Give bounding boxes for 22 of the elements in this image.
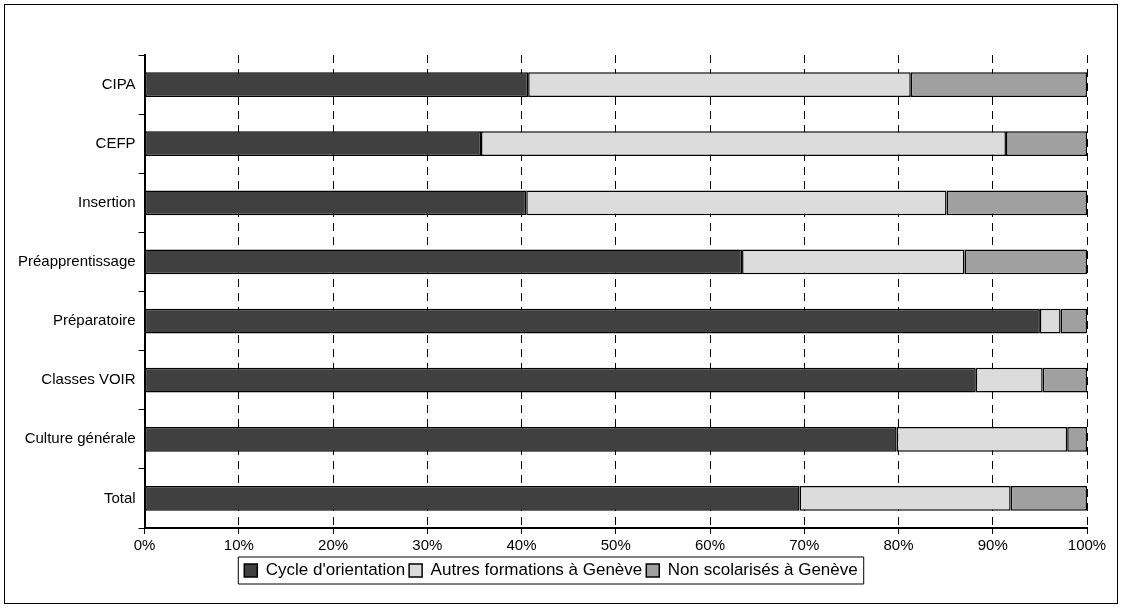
x-tick-label: 80% xyxy=(883,536,914,554)
y-tick-label: Total xyxy=(103,488,136,506)
x-tick-label: 10% xyxy=(223,536,254,554)
x-tick-label: 70% xyxy=(789,536,820,554)
x-tick-label: 0% xyxy=(133,536,156,554)
x-tick-label: 30% xyxy=(412,536,443,554)
y-tick-label: Classes VOIR xyxy=(41,370,136,388)
x-tick-label: 90% xyxy=(977,536,1008,554)
x-tick-label: 50% xyxy=(600,536,631,554)
legend-label: Cycle d'orientation xyxy=(265,560,406,580)
y-tick-label: Préapprentissage xyxy=(18,252,136,270)
x-tick-label: 60% xyxy=(695,536,726,554)
y-tick-label: Culture générale xyxy=(24,429,136,447)
legend-label: Non scolarisés à Genève xyxy=(667,560,858,580)
legend-label: Autres formations à Genève xyxy=(430,560,643,580)
y-tick-label: Préparatoire xyxy=(53,311,136,329)
x-tick-label: 100% xyxy=(1067,536,1107,554)
x-tick-label: 40% xyxy=(506,536,537,554)
y-tick-label: CEFP xyxy=(95,133,136,151)
y-tick-label: CIPA xyxy=(101,74,136,92)
y-tick-label: Insertion xyxy=(78,192,136,210)
x-tick-label: 20% xyxy=(318,536,349,554)
